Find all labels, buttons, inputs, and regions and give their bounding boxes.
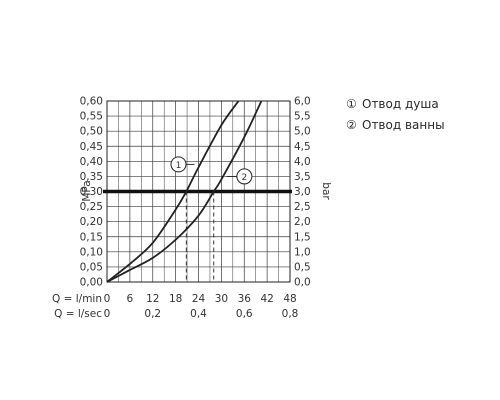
- left-tick-label: 0,15: [80, 231, 103, 243]
- right-tick-label: 3,0: [294, 186, 311, 198]
- x-lsec-tick-label: 0,6: [236, 308, 253, 320]
- right-tick-label: 2,5: [294, 201, 311, 213]
- left-tick-label: 0,20: [80, 216, 103, 228]
- x-lmin-tick-label: 42: [260, 293, 273, 305]
- legend-item-1-symbol: ①: [346, 97, 357, 111]
- left-tick-label: 0,05: [80, 261, 103, 273]
- x-axis-lsec-title: Q = l/sec: [54, 308, 102, 320]
- right-tick-label: 2,0: [294, 216, 311, 228]
- right-tick-label: 1,0: [294, 246, 311, 258]
- left-tick-label: 0,35: [80, 171, 103, 183]
- series-2-label-text: 2: [242, 173, 248, 183]
- left-tick-label: 0,40: [80, 156, 103, 168]
- left-tick-label: 0,50: [80, 126, 103, 138]
- x-lsec-tick-label: 0: [104, 308, 111, 320]
- left-tick-label: 0,10: [80, 246, 103, 258]
- left-tick-label: 0,60: [80, 96, 103, 108]
- x-lmin-tick-label: 30: [215, 293, 228, 305]
- series-1-label-circle: [170, 156, 187, 173]
- x-lsec-tick-label: 0,4: [190, 308, 207, 320]
- right-tick-label: 0,5: [294, 261, 311, 273]
- x-lsec-tick-label: 0,8: [282, 308, 299, 320]
- left-tick-label: 0,55: [80, 111, 103, 123]
- x-axis-lmin-title: Q = l/min: [52, 293, 102, 305]
- x-lmin-tick-label: 18: [169, 293, 182, 305]
- legend-item-2-symbol: ②: [346, 118, 357, 132]
- right-tick-label: 5,0: [294, 126, 311, 138]
- x-lmin-tick-label: 36: [238, 293, 252, 305]
- series-layer: 12: [103, 100, 292, 283]
- ticks-layer: 0,00 0,00,05 0,50,10 1,00,15 1,50,20 2,00,25 2…: [80, 96, 311, 321]
- left-tick-label: 0,30: [80, 186, 103, 198]
- x-lmin-tick-label: 48: [283, 293, 296, 305]
- series-2-label-circle: [236, 168, 253, 185]
- legend: ① Отвод душа ② Отвод ванны: [346, 97, 445, 132]
- left-tick-label: 0,45: [80, 141, 103, 153]
- right-tick-label: 1,5: [294, 231, 311, 243]
- series-1-line: [106, 100, 240, 283]
- left-axis-title: MPa: [81, 180, 93, 201]
- right-tick-label: 5,5: [294, 111, 311, 123]
- right-tick-label: 3,5: [294, 171, 311, 183]
- right-axis-title: bar: [320, 182, 332, 200]
- series-1-label-text: 1: [176, 161, 182, 171]
- right-tick-label: 4,5: [294, 141, 311, 153]
- legend-item-2-text: Отвод ванны: [362, 118, 445, 132]
- x-lmin-tick-label: 12: [146, 293, 159, 305]
- right-tick-label: 6,0: [294, 96, 311, 108]
- right-tick-label: 4,0: [294, 156, 311, 168]
- right-tick-label: 0,0: [294, 277, 311, 289]
- x-lsec-tick-label: 0,2: [144, 308, 161, 320]
- x-lmin-tick-label: 0: [104, 293, 111, 305]
- left-tick-label: 0,00: [80, 277, 103, 289]
- legend-item-1-text: Отвод душа: [362, 97, 439, 111]
- series-2-line: [106, 100, 263, 283]
- x-lmin-tick-label: 6: [127, 293, 134, 305]
- left-tick-label: 0,25: [80, 201, 103, 213]
- x-lmin-tick-label: 24: [192, 293, 206, 305]
